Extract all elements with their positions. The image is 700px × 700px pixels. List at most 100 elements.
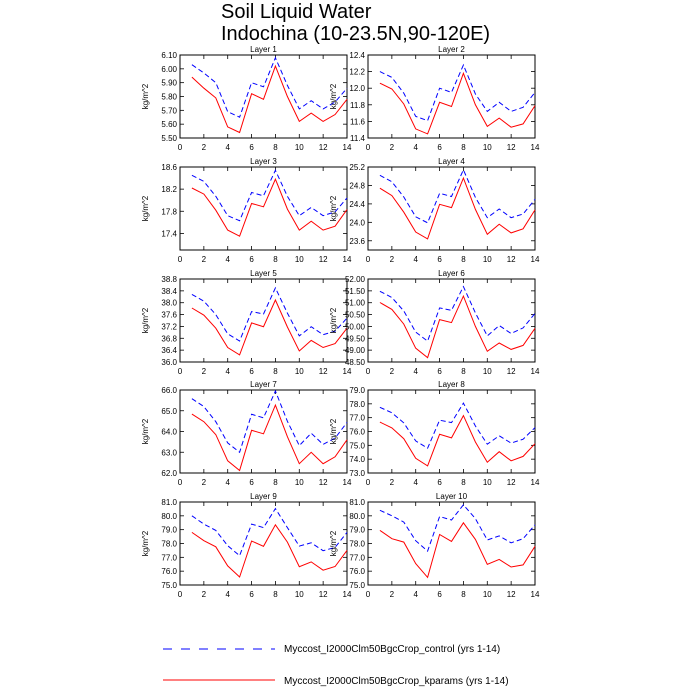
- series-line-control: [191, 169, 348, 222]
- panel-layer-1: Layer 1 0 2 4 6 8 10 12 14 5.50 5.60 5.70 5.80 5.90 6.…: [141, 45, 352, 152]
- y-tick-label: 5.70: [161, 106, 177, 115]
- x-tick-label: 8: [461, 255, 466, 264]
- x-tick-label: 10: [483, 143, 492, 152]
- x-tick-label: 4: [413, 367, 418, 376]
- y-tick-label: 78.0: [349, 400, 365, 409]
- x-tick-label: 8: [461, 367, 466, 376]
- y-axis-label: kg/m^2: [329, 195, 338, 221]
- x-tick-label: 2: [390, 143, 395, 152]
- y-axis-label: kg/m^2: [141, 418, 150, 444]
- y-tick-label: 12.4: [349, 51, 365, 60]
- x-tick-label: 10: [295, 143, 304, 152]
- plot-frame: [179, 166, 348, 251]
- series-line-control: [191, 389, 348, 454]
- y-tick-label: 62.0: [161, 469, 177, 478]
- y-tick-label: 38.0: [161, 299, 177, 308]
- y-tick-label: 75.0: [349, 581, 365, 590]
- x-tick-label: 6: [249, 143, 254, 152]
- x-tick-label: 4: [413, 478, 418, 487]
- x-tick-label: 2: [202, 367, 207, 376]
- x-tick-label: 10: [483, 590, 492, 599]
- y-tick-label: 76.0: [349, 567, 365, 576]
- x-tick-label: 2: [390, 478, 395, 487]
- series-line-control: [379, 402, 536, 449]
- x-tick-label: 0: [178, 590, 183, 599]
- y-tick-label: 11.6: [350, 117, 366, 126]
- y-tick-label: 6.10: [161, 51, 177, 60]
- x-tick-label: 12: [507, 478, 516, 487]
- panel-grid: Layer 10 2 4 6 8 10 12 145.505.605.705.805.906.…: [141, 45, 540, 599]
- y-tick-label: 63.0: [161, 448, 177, 457]
- x-tick-label: 4: [225, 367, 230, 376]
- x-tick-label: 8: [273, 590, 278, 599]
- x-tick-label: 14: [343, 478, 352, 487]
- series-line-control: [191, 56, 348, 118]
- y-tick-label: 66.0: [161, 386, 177, 395]
- x-tick-label: 2: [390, 590, 395, 599]
- y-tick-label: 36.4: [161, 346, 177, 355]
- y-tick-label: 52.00: [345, 275, 366, 284]
- panel-layer-7: Layer 7 0 2 4 6 8 10 12 14 62.0 63.0 64.0 65.0 66.0 kg…: [141, 380, 352, 487]
- x-tick-label: 14: [343, 143, 352, 152]
- x-tick-label: 14: [531, 367, 540, 376]
- x-tick-label: 12: [507, 143, 516, 152]
- y-tick-label: 48.50: [345, 358, 366, 367]
- panel-title: Layer 9: [250, 492, 277, 501]
- x-tick-label: 6: [437, 255, 442, 264]
- y-tick-label: 77.0: [349, 553, 365, 562]
- y-tick-label: 5.50: [161, 134, 177, 143]
- panel-title: Layer 8: [438, 380, 465, 389]
- y-tick-label: 24.0: [349, 218, 365, 227]
- x-tick-label: 12: [507, 590, 516, 599]
- y-tick-label: 5.60: [161, 120, 177, 129]
- y-axis-label: kg/m^2: [141, 307, 150, 333]
- y-axis-label: kg/m^2: [141, 83, 150, 109]
- series-line-kparams: [191, 64, 348, 134]
- y-tick-label: 5.90: [161, 79, 177, 88]
- y-tick-label: 49.50: [345, 334, 366, 343]
- panel-title: Layer 1: [250, 45, 277, 54]
- series-line-kparams: [191, 177, 348, 237]
- y-tick-label: 80.0: [349, 512, 365, 521]
- y-tick-label: 50.00: [345, 322, 366, 331]
- y-tick-label: 6.00: [161, 65, 177, 74]
- panel-title: Layer 6: [438, 269, 465, 278]
- panel-title: Layer 10: [436, 492, 468, 501]
- series-line-control: [379, 168, 536, 224]
- x-tick-label: 8: [461, 143, 466, 152]
- legend-kparams-label: Myccost_I2000Clm50BgcCrop_kparams (yrs 1…: [284, 676, 509, 687]
- x-tick-label: 0: [366, 143, 371, 152]
- x-tick-label: 0: [366, 367, 371, 376]
- series-line-kparams: [191, 523, 348, 578]
- panel-layer-6: Layer 60 2 4 6 8 10 12 1448.5049.0049.5050.0050…: [329, 269, 540, 376]
- y-tick-label: 5.80: [161, 93, 177, 102]
- series-line-control: [191, 286, 348, 342]
- y-tick-label: 36.8: [161, 334, 177, 343]
- plot-frame: [179, 501, 348, 586]
- x-tick-label: 2: [202, 143, 207, 152]
- panel-layer-2: Layer 20 2 4 6 8 10 12 1411.411.611.812.012.212…: [329, 45, 540, 152]
- y-tick-label: 78.0: [161, 540, 177, 549]
- y-tick-label: 51.50: [345, 287, 366, 296]
- y-tick-label: 23.6: [349, 237, 365, 246]
- x-tick-label: 2: [390, 255, 395, 264]
- x-tick-label: 8: [461, 590, 466, 599]
- legend: Myccost_I2000Clm50BgcCrop_control (yrs 1…: [163, 644, 509, 687]
- x-tick-label: 4: [225, 255, 230, 264]
- x-tick-label: 10: [483, 255, 492, 264]
- x-tick-label: 12: [507, 367, 516, 376]
- x-tick-label: 12: [319, 143, 328, 152]
- x-tick-label: 0: [366, 255, 371, 264]
- x-tick-label: 2: [202, 590, 207, 599]
- x-tick-label: 0: [178, 143, 183, 152]
- x-tick-label: 4: [225, 590, 230, 599]
- x-tick-label: 0: [366, 590, 371, 599]
- panel-title: Layer 4: [438, 157, 465, 166]
- plot-frame: [367, 278, 536, 363]
- y-tick-label: 75.0: [161, 581, 177, 590]
- y-tick-label: 25.2: [349, 163, 365, 172]
- x-tick-label: 8: [461, 478, 466, 487]
- x-tick-label: 0: [366, 478, 371, 487]
- panel-layer-4: Layer 4 0 2 4 6 8 10 12 14 23.6 24.0 24.4 24.8 25.2 kg…: [329, 157, 540, 264]
- x-tick-label: 2: [202, 255, 207, 264]
